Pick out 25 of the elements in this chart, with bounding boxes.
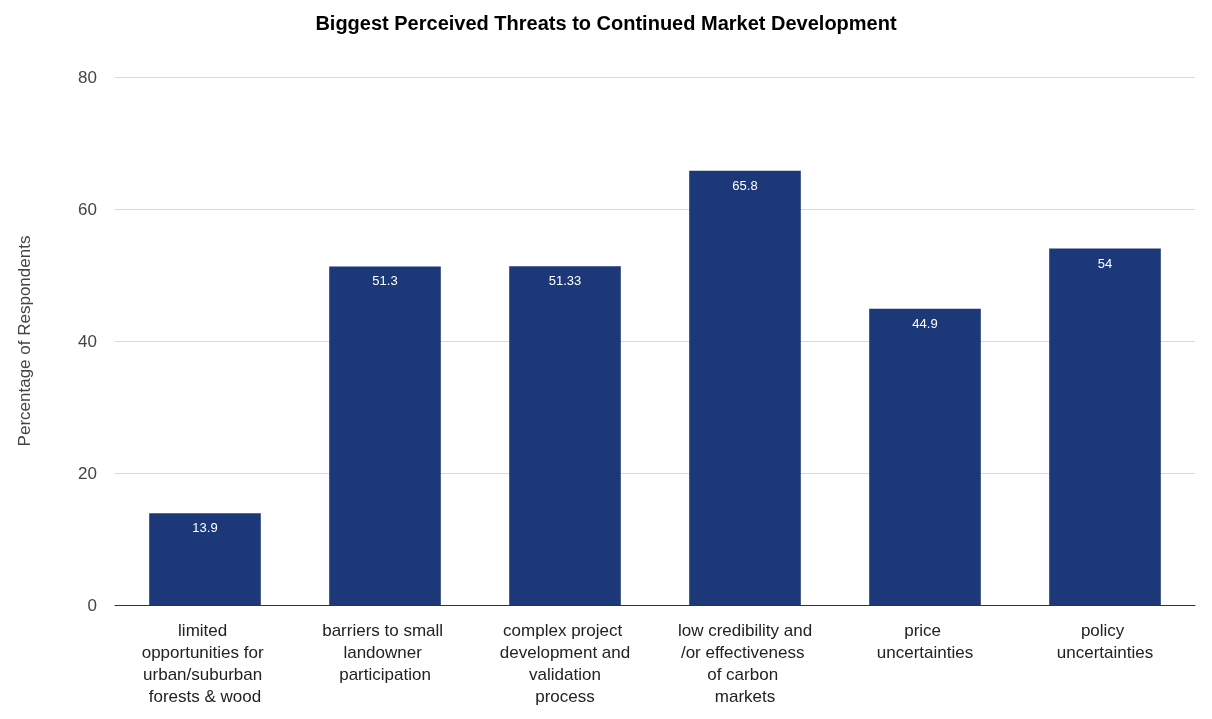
data-label: 51.33: [548, 273, 582, 289]
y-tick-label: 80: [78, 67, 97, 87]
data-label: 51.3: [372, 273, 398, 289]
x-tick-label: complex project development and validation process: [499, 620, 631, 706]
data-label: 54: [1097, 255, 1113, 271]
chart-title: Biggest Perceived Threats to Continued Market Development: [315, 12, 897, 34]
y-tick-label: 0: [87, 595, 97, 615]
bar: [149, 513, 261, 605]
y-axis-title: Percentage of Respondents: [15, 235, 34, 447]
bar: [329, 266, 441, 605]
data-label: 44.9: [912, 315, 938, 331]
x-tick-label: policy uncertainties: [1056, 620, 1154, 662]
y-tick-label: 20: [78, 463, 97, 483]
bar: [689, 170, 801, 605]
y-tick-label: 40: [78, 331, 97, 351]
bar: [1049, 248, 1161, 605]
x-tick-label: low credibility and/or effectiveness of carbon markets: [677, 620, 813, 706]
x-tick-label: limited opportunities for urban/suburban forests & wood: [141, 620, 269, 706]
x-tick-label: price uncertainties: [876, 620, 974, 662]
data-label: 13.9: [192, 520, 218, 536]
bar: [869, 308, 981, 605]
data-label: 65.8: [732, 177, 758, 193]
x-tick-label: barriers to small landowner participation: [322, 620, 448, 684]
bar: [509, 266, 621, 605]
y-tick-label: 60: [78, 199, 97, 219]
